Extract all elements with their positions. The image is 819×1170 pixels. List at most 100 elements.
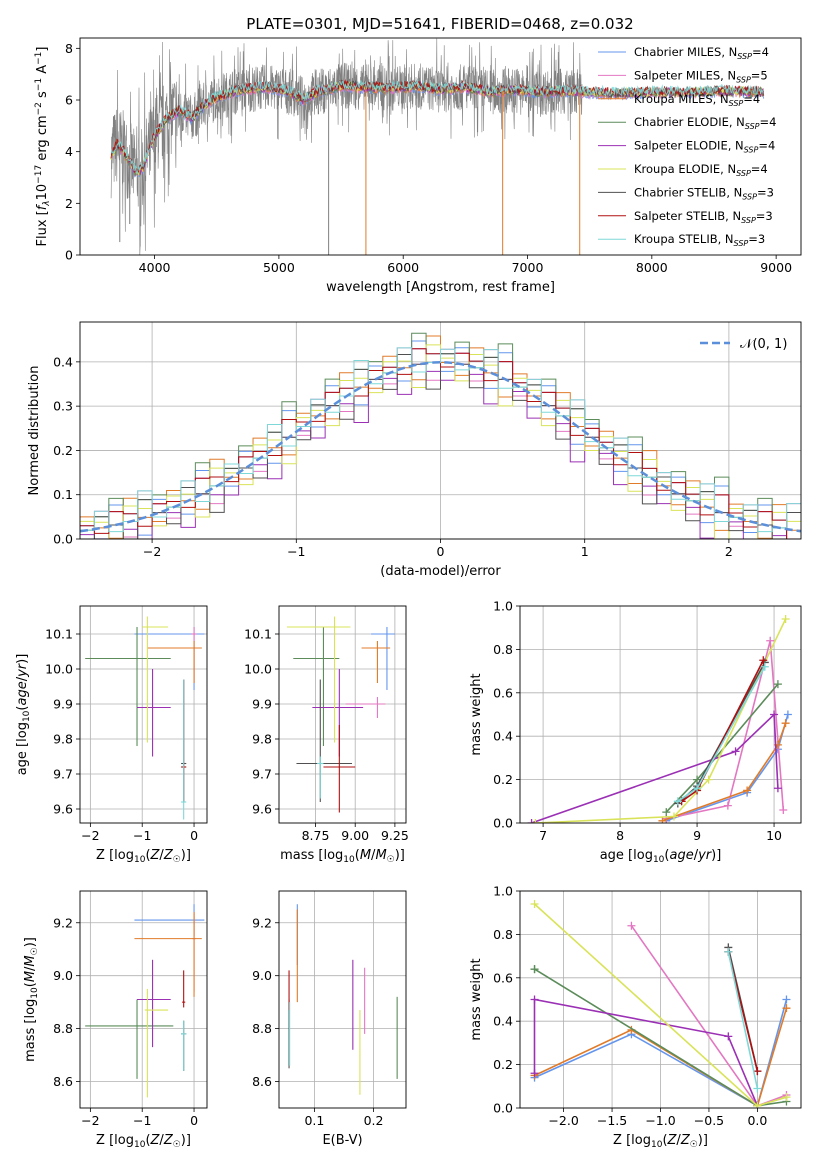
weight-marker — [627, 921, 636, 930]
errorbar-point — [323, 725, 356, 813]
weight-marker — [782, 1093, 791, 1102]
y-tick-label: 8.6 — [53, 1074, 73, 1089]
panel-age_vs_Z: −2 −1 0 9.6 9.7 9.8 9.9 10.0 10.1 Z [log10(Z/Z☉)]… — [15, 605, 208, 865]
axes-frame — [278, 890, 407, 1109]
weight-series — [662, 680, 782, 817]
errorbar-point — [144, 988, 169, 1098]
y-tick-label: 0.8 — [493, 927, 513, 942]
spectrum-legend: Chabrier MILES, NSSP=4 Salpeter MILES, NS… — [598, 45, 776, 248]
weight-marker — [530, 965, 539, 974]
weight-marker — [781, 719, 790, 728]
spectrum-model-line — [110, 79, 765, 175]
errorbar-point — [134, 912, 202, 997]
legend-entry: Chabrier STELIB, NSSP=3 — [634, 185, 774, 201]
panel-residuals: −2 −1 0 1 2 0.0 0.1 0.2 0.3 0.4 (data-model)/error… — [27, 321, 802, 579]
x-tick-label: 8 — [616, 828, 624, 843]
errorbar-point — [147, 641, 202, 683]
x-tick-label: 0 — [190, 828, 198, 843]
x-tick-label: 6000 — [387, 260, 419, 275]
weight-marker — [530, 995, 539, 1004]
panel-age_vs_mass: 8.75 9.00 9.25 9.6 9.7 9.8 9.9 10.0 10.1 mass [lo… — [244, 605, 409, 865]
y-tick-label: 9.2 — [252, 915, 272, 930]
y-tick-label: 0.2 — [493, 772, 513, 787]
weight-line — [531, 712, 779, 823]
weight-line — [727, 951, 759, 1089]
histogram-step-line — [80, 347, 801, 539]
weight-marker — [760, 662, 769, 671]
legend-entry: Kroupa STELIB, NSSP=3 — [634, 232, 765, 248]
errorbar-point — [182, 970, 186, 1008]
axes-frame — [79, 321, 802, 540]
weight-marker — [724, 1032, 733, 1041]
panel-spectrum: 4000 5000 6000 7000 8000 9000 0 2 4 6 8 wavelength … — [34, 37, 802, 295]
legend-entry: Kroupa ELODIE, NSSP=4 — [634, 162, 768, 178]
errorbar-point — [296, 679, 353, 802]
y-axis-label: age [log10(age/yr)] — [15, 654, 32, 776]
y-tick-label: 6 — [65, 93, 73, 108]
y-tick-label: 10.0 — [45, 662, 73, 677]
y-tick-label: 0.3 — [53, 399, 73, 414]
y-tick-label: 10.1 — [45, 627, 73, 642]
y-tick-label: 0.1 — [53, 487, 73, 502]
axes-frame — [519, 605, 802, 824]
x-tick-label: −2 — [143, 544, 161, 559]
y-tick-label: 9.9 — [252, 697, 272, 712]
legend-entry: Chabrier ELODIE, NSSP=4 — [634, 115, 776, 131]
weight-marker — [759, 656, 768, 665]
x-axis-label: Z [log10(Z/Z☉)] — [613, 1133, 708, 1150]
weight-series — [527, 710, 782, 823]
x-axis-label: Z [log10(Z/Z☉)] — [96, 1133, 191, 1150]
x-tick-label: 9.25 — [381, 828, 409, 843]
weight-series — [530, 900, 791, 1108]
axes-frame — [519, 890, 802, 1109]
x-tick-label: 5000 — [263, 260, 295, 275]
weight-series — [724, 947, 762, 1093]
y-tick-label: 0.6 — [493, 970, 513, 985]
plot-area — [85, 904, 205, 1098]
weight-marker — [782, 1004, 791, 1013]
weight-marker — [766, 636, 775, 645]
spectrum-model-line — [110, 79, 765, 173]
y-tick-label: 0.4 — [493, 1014, 513, 1029]
errorbar-point — [345, 697, 386, 718]
weight-marker — [527, 819, 536, 823]
x-tick-label: 7000 — [512, 260, 544, 275]
x-tick-label: −2 — [81, 1113, 99, 1128]
figure-title: PLATE=0301, MJD=51641, FIBERID=0468, z=0… — [246, 15, 633, 33]
weight-marker — [743, 786, 752, 795]
panel-mass_weight_vs_age: 7 8 9 10 0.0 0.2 0.4 0.6 0.8 1.0 age [log10(age/yr… — [469, 599, 802, 865]
y-tick-label: 0.6 — [493, 685, 513, 700]
weight-marker — [530, 1069, 539, 1078]
y-tick-label: 8 — [65, 41, 73, 56]
errorbar-point — [85, 999, 174, 1079]
y-axis-label: mass weight — [469, 958, 484, 1040]
x-tick-label: −1 — [133, 1113, 151, 1128]
weight-marker — [531, 819, 540, 823]
panel-mass_vs_ebv: 0.1 0.2 8.6 8.8 9.0 9.2 E(B-V) — [252, 890, 407, 1148]
y-tick-label: 1.0 — [493, 599, 513, 614]
normal-curve-line — [80, 361, 801, 533]
legend-entry: Chabrier MILES, NSSP=4 — [634, 45, 769, 61]
x-tick-label: 8.75 — [302, 828, 330, 843]
histogram-step-line — [80, 344, 801, 539]
errorbar-point — [142, 616, 169, 743]
y-tick-label: 9.0 — [53, 968, 73, 983]
weight-marker — [530, 900, 539, 909]
y-axis-label: Normed distribution — [27, 366, 42, 496]
spectrum-data-line — [110, 38, 583, 255]
legend-entry: Salpeter ELODIE, NSSP=4 — [634, 139, 775, 155]
y-tick-label: 8.8 — [53, 1021, 73, 1036]
plot-area — [286, 616, 395, 813]
plot-area — [527, 615, 792, 823]
weight-marker — [783, 710, 792, 719]
errorbar-point — [85, 627, 171, 746]
errorbar-point — [371, 627, 395, 690]
y-axis-label: mass [log10(M/M☉)] — [23, 937, 40, 1062]
weight-marker — [781, 615, 790, 624]
weight-line — [665, 683, 779, 813]
y-tick-label: 9.8 — [252, 732, 272, 747]
weight-marker — [753, 1084, 762, 1093]
weight-marker — [704, 775, 713, 784]
x-tick-label: 0.2 — [364, 1113, 384, 1128]
weight-marker — [658, 816, 667, 823]
